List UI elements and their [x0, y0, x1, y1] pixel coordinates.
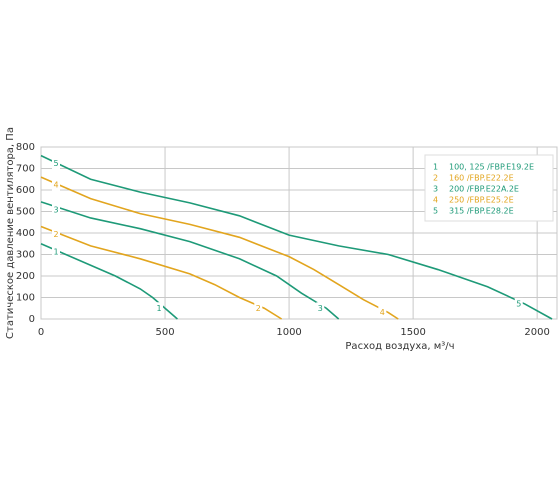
- y-tick-label: 300: [16, 250, 35, 261]
- curve-label: 1: [156, 304, 161, 313]
- fan-curve: [40, 154, 553, 320]
- curve-label-bg: [52, 179, 60, 192]
- curve-label: 5: [53, 159, 58, 168]
- curve-label: 2: [53, 230, 58, 239]
- curve-label: 4: [380, 308, 385, 317]
- legend-label: 100, 125 /FBP.E19.2E: [449, 163, 534, 172]
- curve-label-bg: [52, 157, 60, 170]
- fan-curve: [40, 176, 399, 320]
- legend-number: 5: [433, 207, 438, 216]
- x-tick-label: 2000: [524, 327, 549, 338]
- curve-label: 3: [318, 304, 323, 313]
- legend-box: [424, 154, 554, 222]
- curve-label: 2: [256, 304, 261, 313]
- x-tick-label: 1000: [276, 327, 301, 338]
- y-tick-label: 200: [16, 271, 35, 282]
- legend-label: 200 /FBP.E22A.2E: [449, 185, 519, 194]
- curve-label-bg: [316, 302, 325, 315]
- curve-label-bg: [254, 302, 263, 315]
- curve-label-bg: [52, 203, 60, 216]
- y-tick-label: 0: [29, 314, 35, 325]
- legend-label: 160 /FBP.E22.2E: [449, 174, 514, 183]
- curve-label: 3: [53, 205, 58, 214]
- legend-number: 2: [433, 174, 438, 183]
- plot-frame: [40, 146, 558, 320]
- legend-number: 3: [433, 185, 438, 194]
- curve-label-bg: [378, 306, 387, 319]
- x-axis-label: Расход воздуха, м³/ч: [345, 341, 454, 352]
- x-tick-label: 0: [38, 327, 44, 338]
- y-tick-label: 700: [16, 164, 35, 175]
- y-tick-label: 800: [16, 142, 35, 153]
- curve-label-bg: [52, 245, 60, 258]
- curve-label-bg: [514, 297, 523, 310]
- curve-label: 4: [53, 181, 58, 190]
- fan-curve: [40, 201, 340, 320]
- curve-label: 1: [53, 247, 58, 256]
- y-tick-label: 600: [16, 185, 35, 196]
- legend-label: 250 /FBP.E25.2E: [449, 196, 514, 205]
- curve-label: 5: [516, 299, 521, 308]
- y-tick-label: 500: [16, 207, 35, 218]
- legend-number: 4: [433, 196, 438, 205]
- y-tick-label: 400: [16, 228, 35, 239]
- legend-number: 1: [433, 163, 438, 172]
- curve-label-bg: [52, 228, 60, 241]
- curve-label-bg: [155, 302, 164, 315]
- y-axis-label: Статическое давление вентилятора, Па: [5, 127, 16, 339]
- y-tick-label: 100: [16, 293, 35, 304]
- x-tick-label: 500: [155, 327, 174, 338]
- x-tick-label: 1500: [400, 327, 425, 338]
- legend-label: 315 /FBP.E28.2E: [449, 207, 514, 216]
